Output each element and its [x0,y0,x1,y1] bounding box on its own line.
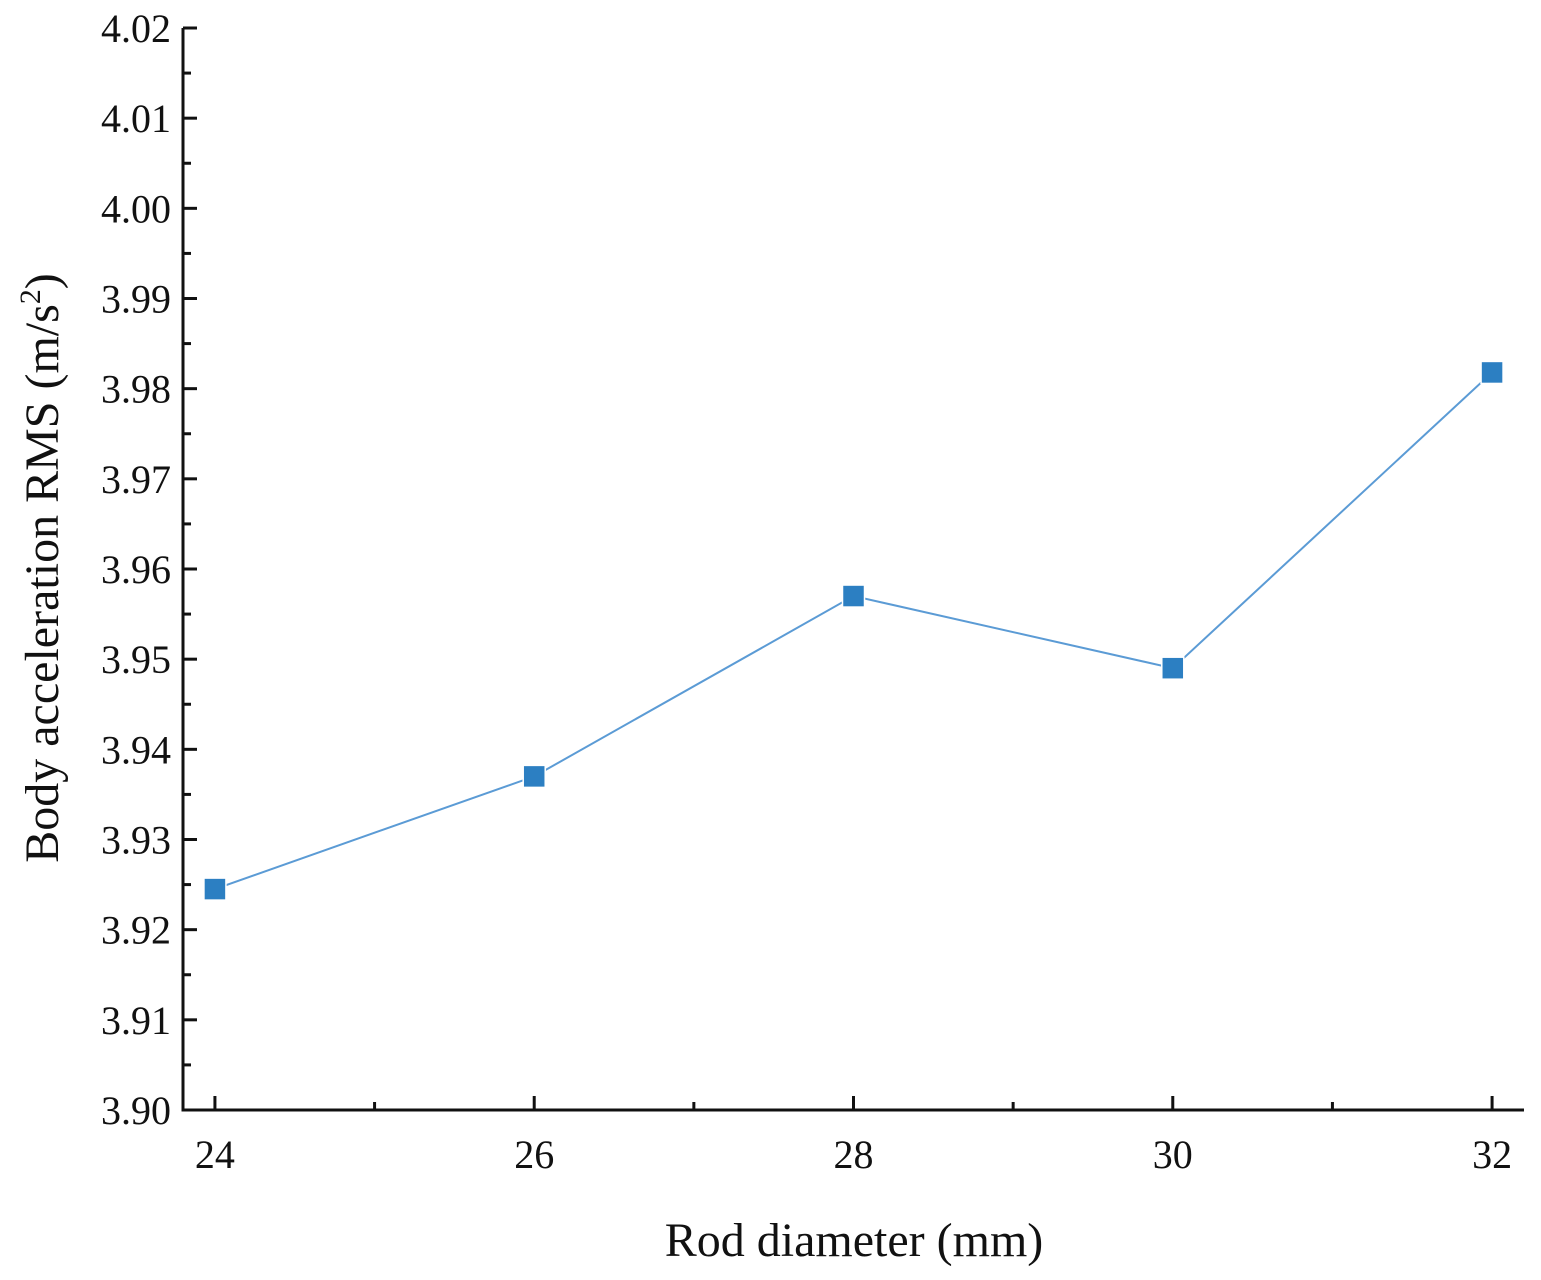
data-point-marker [1480,360,1504,385]
y-axis-title: Body acceleration RMS (m/s2) [14,273,69,863]
y-axis-title-close: ) [16,273,69,289]
y-axis-ticks: 3.90 3.91 3.92 3.93 3.94 3.95 3.96 3.97 3.98 3.99… [101,6,197,1133]
data-point-marker [203,877,227,901]
x-tick-label: 32 [1472,1132,1512,1177]
x-tick-label: 26 [514,1132,554,1177]
series-line [214,371,1493,891]
y-tick-label: 4.01 [101,96,171,141]
y-tick-label: 4.00 [101,186,171,231]
y-tick-label: 3.94 [101,727,171,772]
data-point-marker [522,764,546,789]
y-tick-label: 3.98 [101,367,171,412]
y-axis-title-text: Body acceleration RMS (m/s [16,304,69,863]
y-tick-label: 3.95 [101,637,171,682]
y-tick-label: 3.97 [101,457,171,502]
y-tick-label: 3.99 [101,277,171,322]
y-tick-label: 4.02 [101,6,171,51]
series-layer [203,360,1504,901]
x-tick-label: 28 [834,1132,874,1177]
axes [181,28,1524,1112]
y-axis-title-superscript: 2 [14,289,47,304]
y-tick-label: 3.93 [101,818,171,863]
y-tick-label: 3.92 [101,908,171,953]
x-tick-label: 24 [195,1132,235,1177]
data-point-marker [841,584,866,608]
y-tick-label: 3.96 [101,547,171,592]
x-axis-title: Rod diameter (mm) [665,1214,1044,1267]
x-tick-label: 30 [1153,1132,1193,1177]
y-tick-label: 3.91 [101,998,171,1043]
data-point-marker [1161,656,1185,680]
x-axis-ticks: 24 26 28 30 32 [195,1096,1512,1177]
y-tick-label: 3.90 [101,1088,171,1133]
